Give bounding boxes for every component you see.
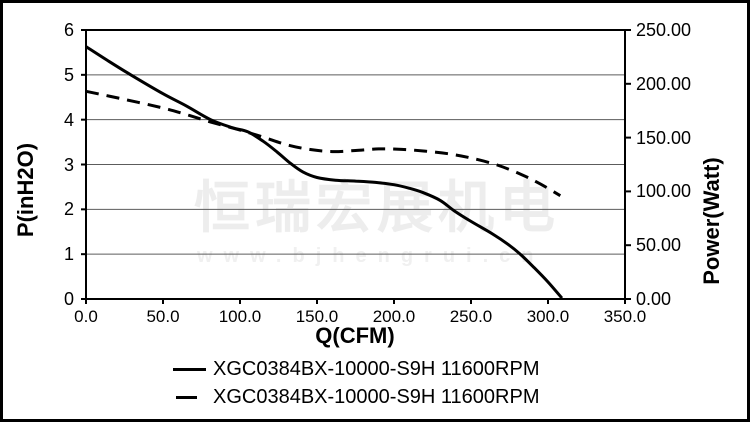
legend-swatch-solid [173,367,211,371]
chart-plot-svg [81,29,631,304]
legend-item-power-curve: XGC0384BX-10000-S9H 11600RPM [173,383,539,411]
legend-label-power: XGC0384BX-10000-S9H 11600RPM [213,385,540,408]
legend-swatch-dashed [173,395,211,399]
y-left-tick-label: 1 [63,244,74,265]
x-tick-label: 300.0 [526,307,570,326]
y-right-tick-label: 50.00 [636,235,682,256]
x-tick-label: 100.0 [218,307,262,326]
x-tick-label: 0.0 [74,307,98,326]
y-right-tick-label: 0.00 [636,289,672,309]
y-left-tick-label: 6 [63,20,74,40]
y-right-tick-label: 100.00 [636,181,692,202]
pressure-curve [85,45,564,300]
y-left-tick-label: 2 [63,199,74,220]
y-axis-right-title: Power(Watt) [699,157,724,285]
watermark-company-name: 恒瑞宏展机电 [194,176,560,239]
y-left-tick-label: 4 [63,109,74,130]
y-axis-left-title: P(inH2O) [13,142,38,238]
y-left-tick-label: 0 [63,289,74,309]
y-left-tick-label: 3 [63,154,74,175]
legend-item-pressure-curve: XGC0384BX-10000-S9H 11600RPM [173,355,539,383]
x-tick-label: 50.0 [146,307,180,326]
dashed-line-icon [176,395,197,399]
y-right-tick-label: 250.00 [636,20,692,40]
y-right-tick-label: 200.00 [636,73,692,94]
x-axis-title: Q(CFM) [315,323,395,348]
x-tick-label: 200.0 [372,307,416,326]
chart-legend: XGC0384BX-10000-S9H 11600RPM XGC0384BX-1… [173,355,539,411]
watermark-website: www.bjhengrui.cn [197,245,545,267]
x-tick-label: 250.0 [449,307,493,326]
x-tick-label: 350.0 [603,307,647,326]
y-left-tick-label: 5 [63,64,74,85]
solid-line-icon [173,367,206,371]
x-tick-label: 150.0 [295,307,339,326]
legend-label-pressure: XGC0384BX-10000-S9H 11600RPM [213,357,540,380]
y-right-tick-label: 150.00 [636,127,692,148]
